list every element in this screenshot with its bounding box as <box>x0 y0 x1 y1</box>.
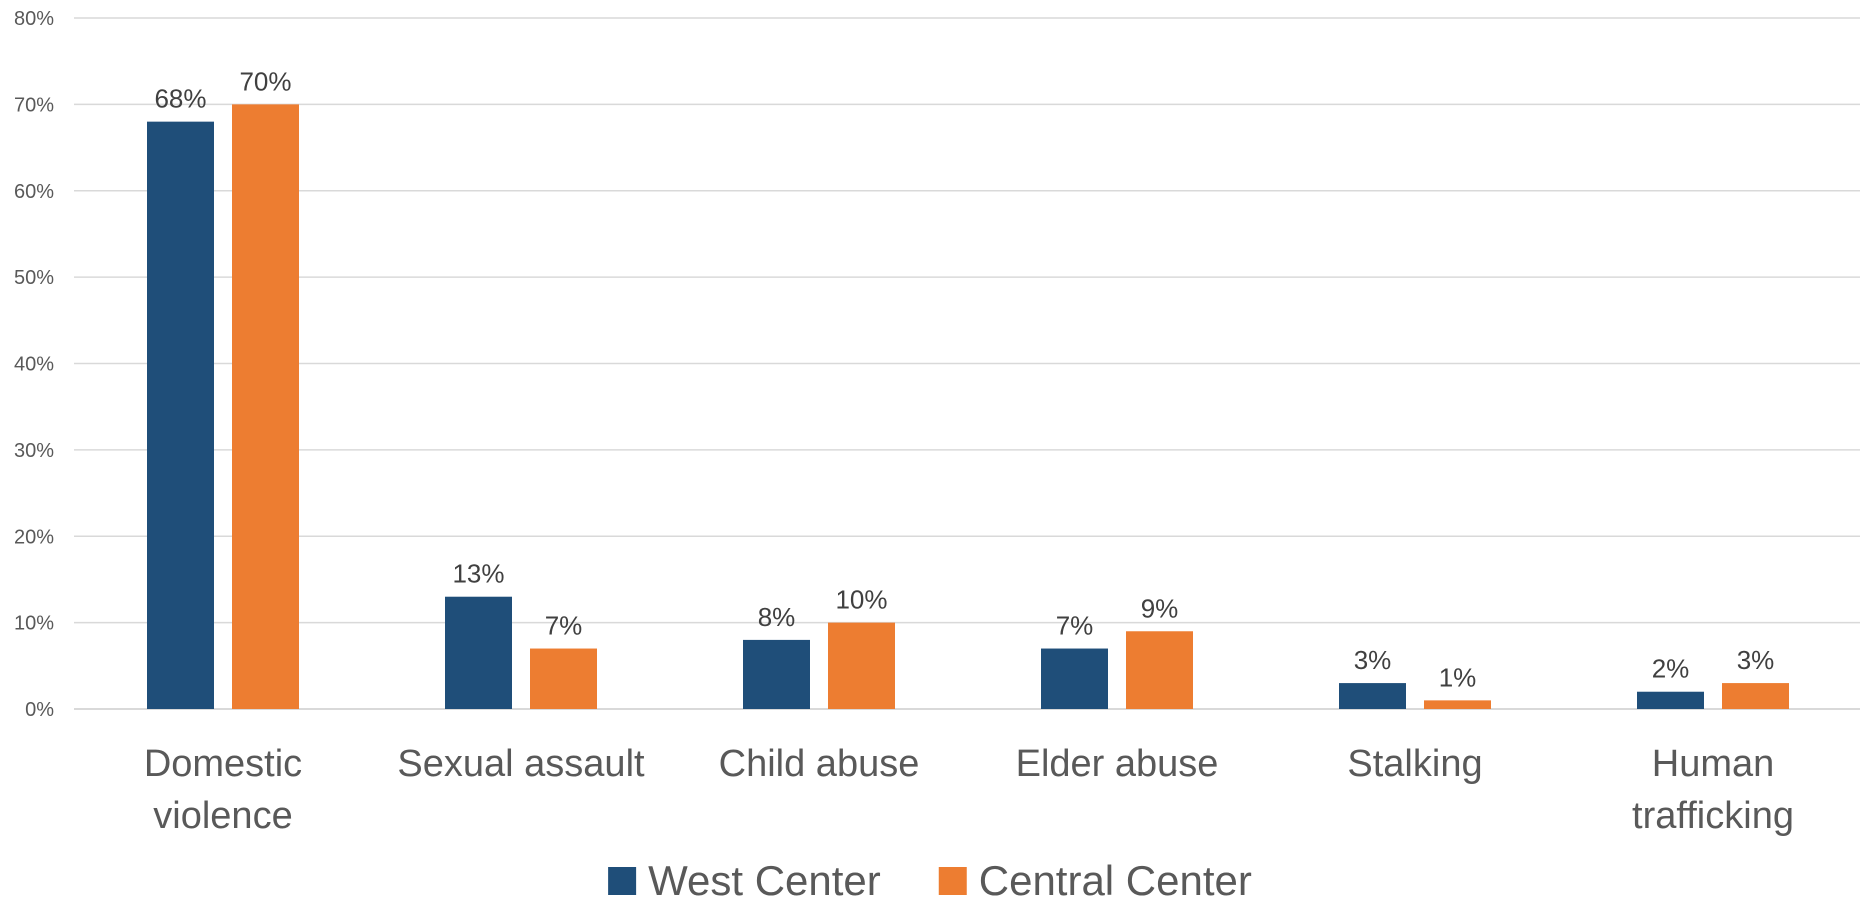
legend-swatch <box>938 867 967 895</box>
data-label: 3% <box>1737 645 1775 675</box>
x-tick-label-line: Stalking <box>1347 743 1482 785</box>
y-tick-label: 0% <box>25 699 54 721</box>
data-label: 1% <box>1439 662 1477 692</box>
y-axis-ticks: 0% 10% 20% 30% 40% 50% 60% 70% 80% <box>14 8 54 721</box>
legend-swatch <box>608 867 637 895</box>
legend-item-central-center: Central Center <box>938 857 1252 904</box>
x-tick-label: Sexual assault <box>397 743 645 785</box>
bar-central-center <box>828 622 895 709</box>
x-tick-label: Elder abuse <box>1016 743 1219 785</box>
data-label: 70% <box>239 66 291 96</box>
grid-layer <box>74 17 1860 710</box>
x-tick-label-line: Domestic <box>144 743 302 785</box>
bar-west-center <box>1041 648 1108 709</box>
x-tick-label-line: Child abuse <box>719 743 920 785</box>
bar-central-center <box>530 648 597 709</box>
y-tick-label: 40% <box>14 354 54 376</box>
legend-item-west-center: West Center <box>608 857 881 904</box>
y-tick-label: 20% <box>14 526 54 548</box>
y-tick-label: 80% <box>14 8 54 30</box>
data-label: 7% <box>545 611 583 641</box>
y-tick-label: 10% <box>14 613 54 635</box>
x-axis-ticks: Domestic violence Sexual assault Child abus… <box>144 743 1794 837</box>
bar-central-center <box>232 104 299 709</box>
x-tick-label: Stalking <box>1347 743 1482 785</box>
legend-label: West Center <box>648 857 881 904</box>
x-tick-label-line: violence <box>153 795 292 837</box>
legend: West Center Central Center <box>608 857 1252 904</box>
x-tick-label: Human trafficking <box>1632 743 1794 837</box>
data-label: 10% <box>835 585 887 615</box>
legend-label: Central Center <box>979 857 1252 904</box>
bar-central-center <box>1126 631 1193 709</box>
data-label: 68% <box>154 84 206 114</box>
data-label: 2% <box>1652 654 1690 684</box>
y-tick-label: 50% <box>14 267 54 289</box>
data-label: 9% <box>1141 593 1179 623</box>
bar-west-center <box>147 121 214 709</box>
y-tick-label: 60% <box>14 181 54 203</box>
data-label: 3% <box>1354 645 1392 675</box>
y-tick-label: 30% <box>14 440 54 462</box>
bar-west-center <box>445 596 512 709</box>
x-tick-label-line: Human <box>1652 743 1775 785</box>
bar-central-center <box>1424 700 1491 709</box>
bar-west-center <box>1637 691 1704 709</box>
data-labels: 68% 70% 13% 7% 8% 10% 7% 9% 3% 1% 2% 3% <box>154 66 1774 692</box>
x-tick-label-line: Elder abuse <box>1016 743 1219 785</box>
data-label: 8% <box>758 602 796 632</box>
y-tick-label: 70% <box>14 94 54 116</box>
x-tick-label: Child abuse <box>719 743 920 785</box>
x-tick-label: Domestic violence <box>144 743 302 837</box>
bar-west-center <box>743 639 810 709</box>
bar-central-center <box>1722 683 1789 709</box>
x-tick-label-line: Sexual assault <box>397 743 645 785</box>
data-label: 7% <box>1056 611 1094 641</box>
bars <box>147 104 1789 709</box>
data-label: 13% <box>452 559 504 589</box>
bar-west-center <box>1339 683 1406 709</box>
x-tick-label-line: trafficking <box>1632 795 1794 837</box>
